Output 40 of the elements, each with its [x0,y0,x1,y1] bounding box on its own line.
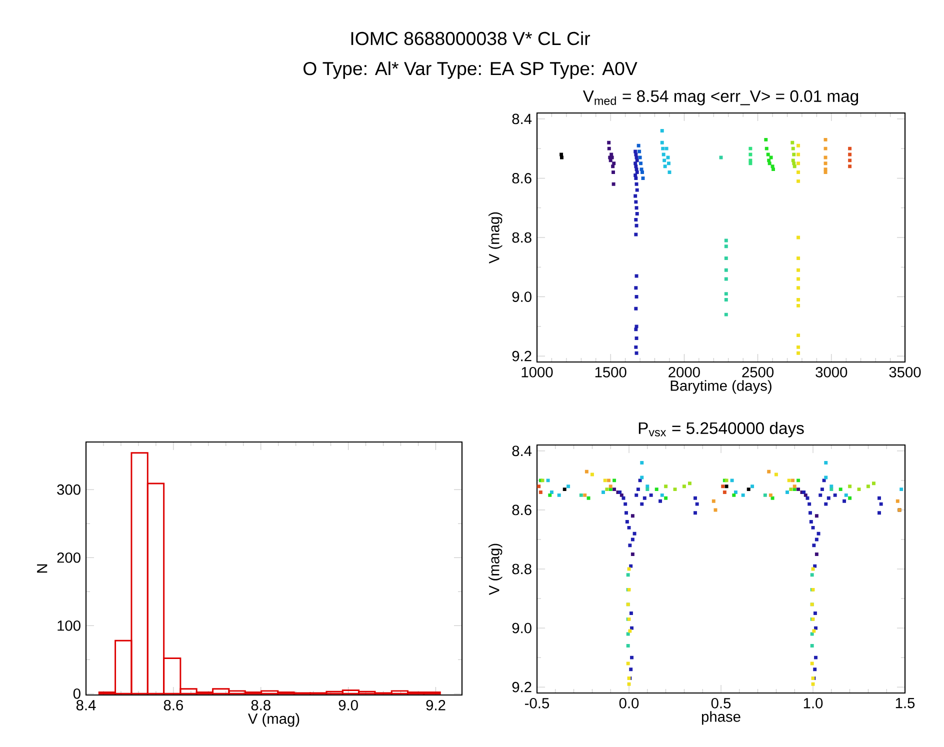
x-tick-label: 9.0 [338,700,358,710]
x-tick-label: 8.4 [76,700,96,710]
y-tick-label: 8.4 [512,114,532,124]
y-tick-label: 9.0 [512,292,532,302]
y-tick-label: 9.0 [512,622,532,634]
y-tick-label: 8.8 [512,232,532,243]
chart-title: P$_{vsx}$ = 5.2540000 days [638,422,804,438]
x-tick-label: 1.5 [896,698,915,708]
y-tick-label: 0 [73,688,80,699]
y-tick-label: 200 [57,552,80,563]
y-tick-label: 8.8 [512,564,532,574]
y-axis-title: V (mag) [488,212,502,264]
text: O Type: Al* Var Type: EA SP Type: A0V [304,61,638,79]
chart-title: V$_{med}$ = 8.54 mag <err_V> = 0.01 mag [582,90,858,106]
y-tick-label: 300 [57,484,80,495]
x-axis-title: V (mag) [248,713,300,727]
x-tick-label: 0.5 [711,698,731,708]
y-tick-label: 100 [58,620,80,631]
y-tick-label: 8.4 [512,446,532,456]
x-tick-label: 1.0 [804,698,823,708]
x-tick-label: 1000 [522,366,553,378]
x-tick-label: 2000 [668,366,700,378]
text: IOMC 8688000038 V* CL Cir [351,31,590,46]
y-tick-label: 9.2 [512,350,532,362]
x-axis-title: phase [702,711,740,725]
y-tick-label: 8.6 [512,504,532,516]
y-tick-label: 8.6 [512,173,532,184]
x-axis-title: Barytime (days) [670,380,772,394]
x-tick-label: 2500 [742,366,774,378]
x-tick-label: 8.8 [251,700,270,710]
y-axis-title: N [37,564,48,573]
y-axis-title: V (mag) [488,544,502,596]
x-tick-label: 9.2 [426,700,446,710]
x-tick-label: 8.6 [164,700,183,710]
x-tick-label: 0.0 [619,698,639,708]
y-tick-label: 9.2 [512,682,532,692]
x-tick-label: -0.5 [525,698,550,708]
x-tick-label: 3000 [816,366,848,378]
x-tick-label: 3500 [889,366,921,378]
x-tick-label: 1500 [595,366,626,378]
